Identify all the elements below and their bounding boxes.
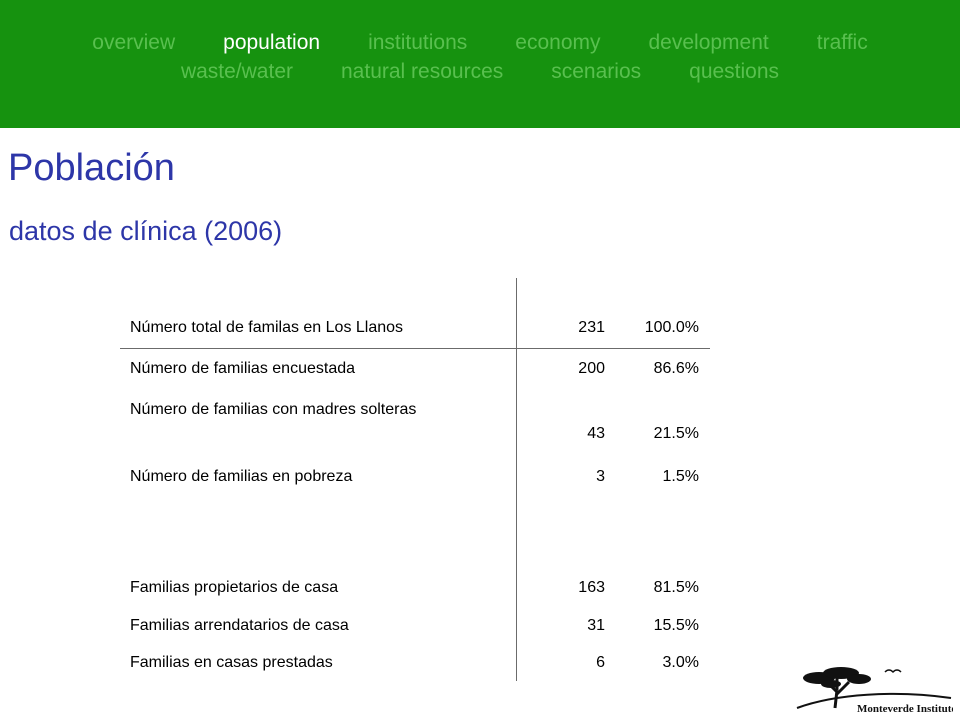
row-divider (120, 348, 710, 349)
row-label: Familias en casas prestadas (130, 654, 333, 671)
row-count: 163 (578, 579, 605, 596)
row-percentage: 1.5% (662, 468, 699, 485)
row-count: 200 (578, 360, 605, 377)
row-count: 31 (587, 617, 605, 634)
row-percentage: 3.0% (662, 654, 699, 671)
nav-link-questions[interactable]: questions (689, 60, 780, 83)
row-count: 6 (596, 654, 605, 671)
row-label: Número de familias con madres solteras (130, 401, 417, 418)
nav-row-primary: overview population institutions economy… (0, 30, 960, 56)
logo-text: Monteverde Institute (857, 703, 953, 715)
page-subtitle: datos de clínica (2006) (9, 216, 283, 246)
nav-link-overview[interactable]: overview (92, 31, 176, 54)
row-percentage: 21.5% (653, 425, 699, 442)
nav-link-scenarios[interactable]: scenarios (551, 60, 642, 83)
column-divider (516, 278, 517, 681)
row-label: Número total de familas en Los Llanos (130, 319, 404, 336)
nav-link-institutions[interactable]: institutions (368, 31, 468, 54)
nav-link-natural-resources[interactable]: natural resources (341, 60, 504, 83)
nav-link-development[interactable]: development (648, 31, 769, 54)
row-label: Familias arrendatarios de casa (130, 617, 349, 634)
nav-link-waste-water[interactable]: waste/water (180, 60, 293, 83)
row-percentage: 15.5% (653, 617, 699, 634)
nav-link-economy[interactable]: economy (515, 31, 601, 54)
row-percentage: 100.0% (644, 319, 699, 336)
clinic-data-table: Número total de familas en Los Llanos 23… (120, 278, 710, 681)
nav-row-secondary: waste/water natural resources scenarios … (0, 59, 960, 85)
monteverde-institute-logo: Monteverde Institute (796, 667, 953, 715)
row-percentage: 86.6% (653, 360, 699, 377)
row-count: 231 (578, 319, 605, 336)
row-label: Número de familias encuestada (130, 360, 356, 377)
top-navigation-bar: overview population institutions economy… (0, 0, 960, 128)
row-count: 3 (596, 468, 605, 485)
row-label: Número de familias en pobreza (130, 468, 353, 485)
row-count: 43 (587, 425, 605, 442)
nav-link-traffic[interactable]: traffic (816, 31, 868, 54)
page-title: Población (8, 147, 175, 189)
nav-link-population[interactable]: population (223, 31, 321, 54)
row-percentage: 81.5% (653, 579, 699, 596)
row-label: Familias propietarios de casa (130, 579, 339, 596)
